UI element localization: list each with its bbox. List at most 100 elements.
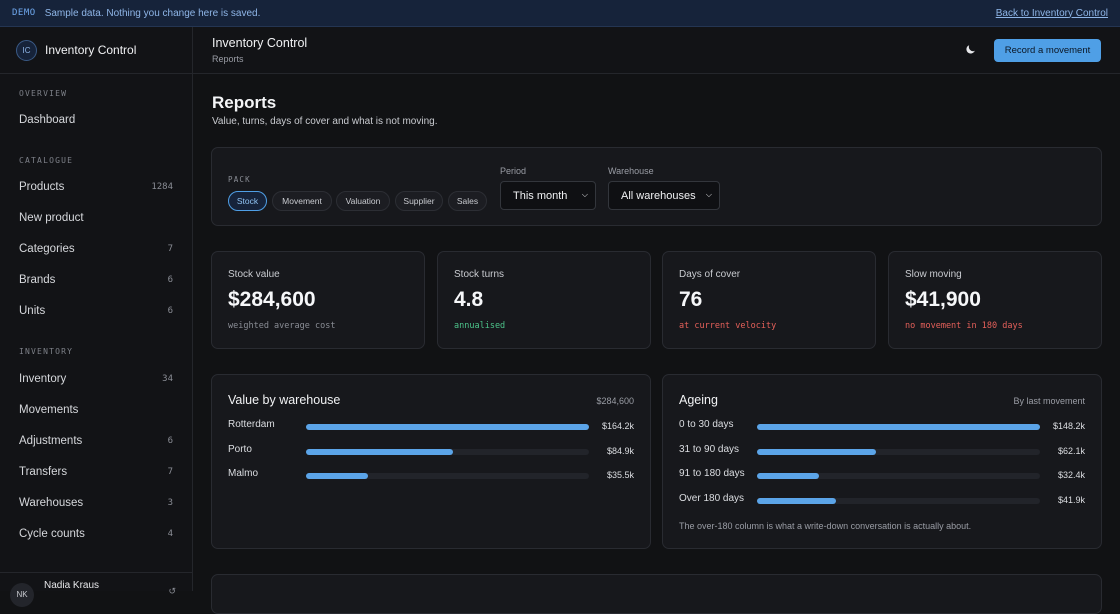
bar-label: Over 180 days <box>679 492 745 504</box>
sidebar-item-count: 34 <box>162 374 173 384</box>
sidebar-item-label: Warehouses <box>19 497 84 509</box>
collapse-icon[interactable]: ↺ <box>168 586 176 596</box>
bar-fill <box>306 448 454 455</box>
sidebar: IC Inventory Control OVERVIEW Dashboard … <box>0 27 193 607</box>
demo-message: Sample data. Nothing you change here is … <box>44 7 261 19</box>
filters-card: PACK Stock Movement Valuation Supplier S… <box>211 147 1102 226</box>
bar-value: $32.4k <box>1057 470 1085 480</box>
sidebar-item-label: Products <box>19 181 65 193</box>
bar-label: Malmo <box>228 468 259 479</box>
pack-pill-movement[interactable]: Movement <box>272 191 332 211</box>
kpi-label: Stock value <box>228 269 280 280</box>
sidebar-item-count: 3 <box>167 498 173 508</box>
record-movement-button[interactable]: Record a movement <box>994 39 1101 62</box>
page-title: Reports <box>212 93 277 112</box>
bar-value: $84.9k <box>606 445 634 456</box>
sidebar-item-adjustments[interactable]: Adjustments 6 <box>0 427 192 455</box>
sidebar-item-label: Dashboard <box>19 114 76 126</box>
back-link[interactable]: Back to Inventory Control <box>995 7 1108 19</box>
panel-title: Ageing <box>679 393 718 407</box>
sidebar-item-cycle-counts[interactable]: Cycle counts 4 <box>0 520 192 548</box>
bar-fill <box>306 473 369 479</box>
breadcrumb: Reports <box>212 54 244 64</box>
sidebar-item-label: Inventory <box>19 373 67 385</box>
bar-value: $164.2k <box>601 421 634 431</box>
sidebar-item-products[interactable]: Products 1284 <box>0 173 192 201</box>
sidebar-item-inventory[interactable]: Inventory 34 <box>0 365 192 393</box>
bar-label: Porto <box>228 443 252 455</box>
brand-name: Inventory Control <box>45 43 137 57</box>
warehouse-select[interactable]: All warehouses ⌵ <box>608 181 720 210</box>
sidebar-item-count: 7 <box>167 244 173 254</box>
sidebar-item-units[interactable]: Units 6 <box>0 297 192 325</box>
section-title-inventory: INVENTORY <box>19 347 74 356</box>
sidebar-item-transfers[interactable]: Transfers 7 <box>0 458 192 486</box>
bar-fill <box>757 497 837 504</box>
bar-fill <box>757 473 820 479</box>
sidebar-item-label: Transfers <box>19 466 68 478</box>
section-title-overview: OVERVIEW <box>19 89 68 98</box>
bar-track <box>757 497 1040 504</box>
sidebar-item-brands[interactable]: Brands 6 <box>0 266 192 294</box>
bar-label: Rotterdam <box>228 419 275 430</box>
sidebar-item-label: Categories <box>19 243 75 255</box>
sidebar-item-label: Movements <box>19 404 79 416</box>
kpi-value: $41,900 <box>905 288 981 311</box>
demo-tag: DEMO <box>12 8 36 18</box>
sidebar-item-count: 6 <box>167 275 173 285</box>
period-value: This month <box>513 189 568 202</box>
pack-pill-valuation[interactable]: Valuation <box>336 191 390 211</box>
kpi-label: Stock turns <box>454 269 505 280</box>
panel-total: $284,600 <box>596 396 634 406</box>
bar-track <box>306 448 589 455</box>
pack-pill-stock[interactable]: Stock <box>228 191 267 211</box>
bar-fill <box>306 424 589 430</box>
sidebar-item-count: 6 <box>167 306 173 316</box>
kpi-value: 4.8 <box>454 288 484 311</box>
user-menu[interactable]: NK Nadia Kraus ↺ <box>0 572 192 607</box>
period-select[interactable]: This month ⌵ <box>500 181 596 210</box>
page-subtitle: Value, turns, days of cover and what is … <box>212 116 438 127</box>
bar-fill <box>757 448 876 455</box>
brand-logo: IC <box>16 39 37 61</box>
ageing-footnote: The over-180 column is what a write-down… <box>679 521 972 531</box>
kpi-note: annualised <box>454 321 506 331</box>
avatar: NK <box>10 582 34 607</box>
bar-fill <box>757 424 1040 430</box>
sidebar-item-dashboard[interactable]: Dashboard <box>0 106 192 134</box>
panel-meta: By last movement <box>1013 396 1085 406</box>
bar-value: $148.2k <box>1052 421 1085 431</box>
sidebar-item-label: Units <box>19 305 46 317</box>
sidebar-item-count: 4 <box>167 529 173 539</box>
sidebar-item-count: 7 <box>167 467 173 477</box>
bar-value: $62.1k <box>1057 445 1085 456</box>
bar-value: $41.9k <box>1057 494 1085 505</box>
bar-value: $35.5k <box>606 470 634 480</box>
warehouse-label: Warehouse <box>608 166 654 176</box>
kpi-card-stock-turns: Stock turns 4.8 annualised <box>437 251 651 349</box>
sidebar-item-movements[interactable]: Movements <box>0 396 192 424</box>
kpi-card-days-of-cover: Days of cover 76 at current velocity <box>662 251 876 349</box>
sidebar-item-label: Adjustments <box>19 435 83 447</box>
brand[interactable]: IC Inventory Control <box>0 27 192 74</box>
kpi-note: no movement in 180 days <box>905 321 1023 331</box>
bar-label: 91 to 180 days <box>679 468 745 479</box>
pack-pill-sales[interactable]: Sales <box>448 191 487 211</box>
section-title-catalogue: CATALOGUE <box>19 156 74 165</box>
sidebar-item-warehouses[interactable]: Warehouses 3 <box>0 489 192 517</box>
sidebar-item-categories[interactable]: Categories 7 <box>0 235 192 263</box>
sidebar-item-label: New product <box>19 212 84 224</box>
kpi-value: 76 <box>679 288 703 311</box>
sidebar-item-new-product[interactable]: New product <box>0 204 192 232</box>
chevron-down-icon: ⌵ <box>705 190 712 199</box>
user-name: Nadia Kraus <box>44 580 100 591</box>
app-title: Inventory Control <box>212 36 308 50</box>
sidebar-item-count: 1284 <box>151 182 173 192</box>
pack-pill-supplier[interactable]: Supplier <box>395 191 443 211</box>
topbar: Inventory Control Reports Record a movem… <box>193 27 1120 74</box>
kpi-note: at current velocity <box>679 321 777 331</box>
moon-icon[interactable] <box>965 43 979 57</box>
sidebar-item-label: Brands <box>19 274 56 286</box>
bar-label: 0 to 30 days <box>679 419 734 430</box>
sidebar-item-count: 6 <box>167 436 173 446</box>
